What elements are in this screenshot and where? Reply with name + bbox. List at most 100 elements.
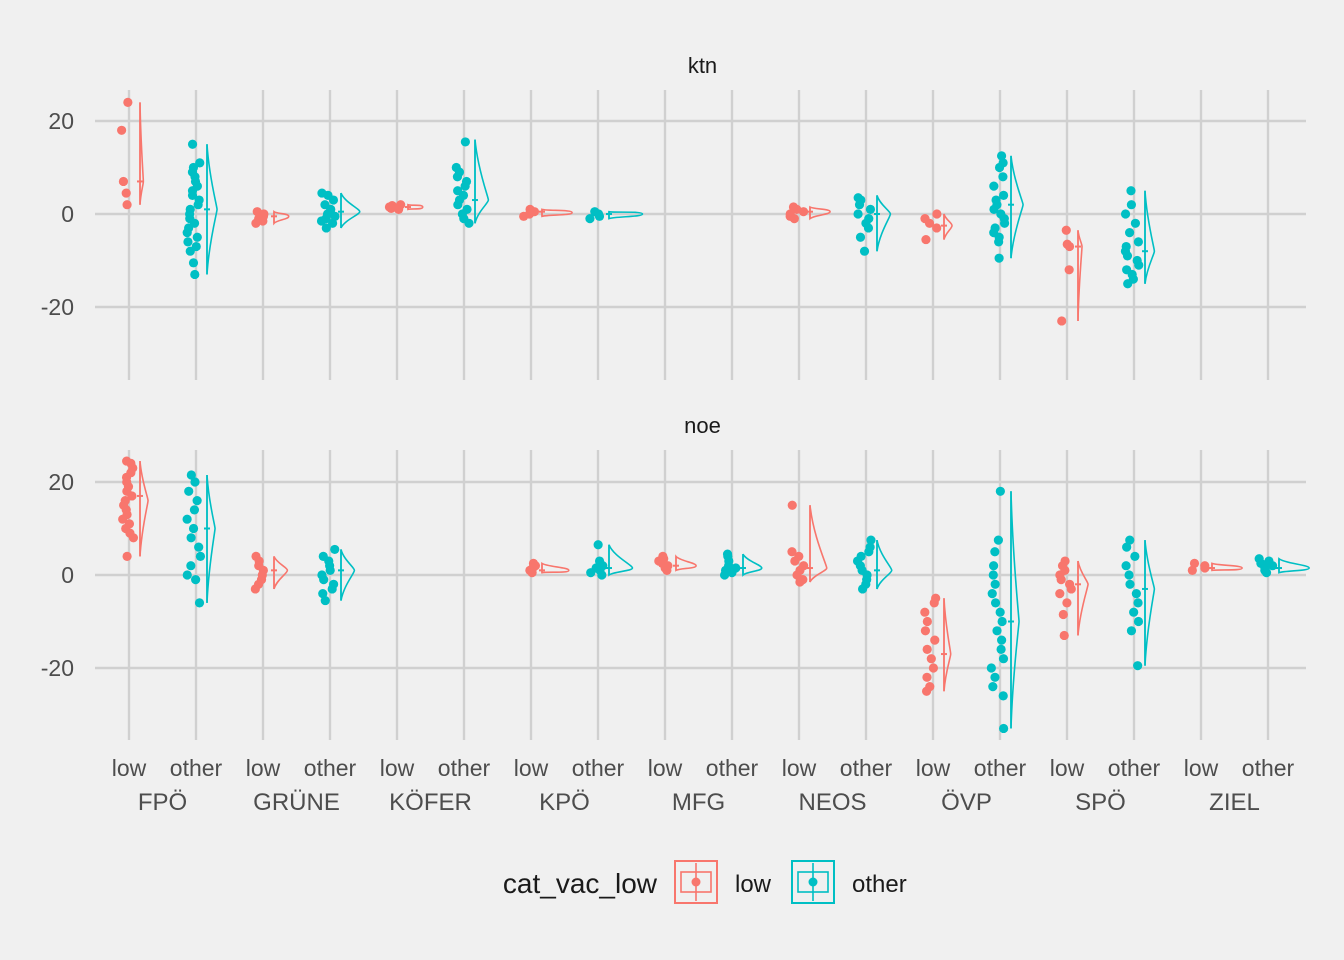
data-point — [320, 595, 330, 606]
facet-strip-title: ktn — [688, 53, 717, 78]
facet-panels: ktn 20 0 -20 noe 20 0 -20 — [41, 53, 1310, 740]
data-point — [258, 216, 268, 226]
data-point — [186, 533, 196, 543]
data-point — [1121, 561, 1131, 571]
data-point — [924, 218, 935, 228]
data-point — [986, 663, 996, 673]
data-point — [189, 505, 200, 515]
data-point — [998, 654, 1009, 664]
data-point — [795, 577, 805, 587]
data-point — [929, 598, 939, 608]
data-point — [519, 211, 529, 221]
series-FPÖ-other — [182, 470, 216, 608]
data-point — [597, 570, 607, 580]
data-point — [586, 568, 596, 578]
legend-title: cat_vac_low — [503, 868, 658, 899]
x-tick-label: other — [170, 755, 223, 781]
data-point — [864, 547, 874, 557]
density-half-violin — [273, 210, 290, 226]
data-point — [453, 200, 463, 210]
data-point — [184, 486, 194, 496]
data-point — [857, 584, 868, 594]
density-half-violin — [943, 213, 953, 240]
legend: cat_vac_low low other — [503, 860, 907, 904]
data-point — [1120, 209, 1131, 219]
data-point — [996, 644, 1006, 655]
data-point — [997, 616, 1007, 627]
legend-key-point — [808, 877, 818, 887]
data-point — [386, 203, 396, 214]
density-half-violin — [139, 102, 145, 205]
series-ÖVP-low — [920, 209, 953, 245]
data-point — [859, 246, 870, 256]
legend-key-box — [791, 860, 835, 904]
x-group-label: ÖVP — [941, 789, 992, 816]
series-GRÜNE-other — [317, 544, 356, 606]
data-point — [1059, 630, 1069, 641]
data-point — [994, 253, 1004, 263]
data-point — [930, 635, 940, 645]
density-half-violin — [1077, 230, 1083, 321]
data-point — [325, 565, 335, 575]
data-point — [1131, 589, 1141, 599]
data-point — [999, 218, 1010, 228]
density-half-violin — [608, 544, 634, 577]
data-point — [995, 486, 1005, 496]
data-point — [990, 547, 1000, 557]
data-point — [1126, 200, 1137, 210]
data-point — [1133, 661, 1143, 671]
data-point — [394, 204, 404, 214]
series-MFG-other — [719, 549, 763, 580]
series-FPÖ-low — [117, 97, 145, 210]
data-point — [920, 607, 930, 617]
y-tick-label: 20 — [48, 108, 74, 134]
data-point — [330, 544, 340, 555]
series-KPÖ-low — [525, 558, 570, 578]
data-point — [1056, 575, 1066, 585]
x-tick-label: low — [648, 755, 683, 781]
data-point — [316, 216, 327, 226]
series-GRÜNE-low — [250, 551, 289, 594]
data-point — [319, 575, 329, 585]
data-point — [928, 663, 939, 673]
x-tick-label: other — [1242, 755, 1295, 781]
data-point — [865, 204, 876, 214]
data-point — [1130, 218, 1141, 228]
data-point — [1125, 579, 1135, 589]
data-point — [996, 151, 1007, 161]
data-point — [990, 598, 1001, 608]
data-point — [1058, 609, 1068, 620]
series-KPÖ-low — [519, 204, 573, 221]
data-point — [866, 535, 876, 545]
y-tick-label: -20 — [41, 294, 74, 320]
density-half-violin — [541, 208, 573, 218]
data-point — [1133, 598, 1143, 608]
legend-key-inner-box — [680, 871, 712, 893]
x-tick-label: low — [514, 755, 549, 781]
data-point — [932, 223, 942, 233]
data-point — [593, 540, 603, 550]
series-MFG-low — [654, 551, 697, 575]
data-point — [1200, 563, 1210, 573]
density-half-violin — [1144, 190, 1156, 284]
data-point — [127, 491, 137, 501]
density-half-violin — [1077, 560, 1089, 636]
x-tick-label: other — [304, 755, 357, 781]
legend-label: other — [852, 871, 907, 898]
data-point — [922, 644, 932, 655]
data-point — [195, 158, 205, 168]
data-point — [321, 223, 331, 233]
series-ZIEL-other — [1254, 554, 1310, 578]
data-point — [1130, 551, 1140, 562]
data-point — [787, 547, 797, 557]
data-point — [1057, 316, 1067, 326]
density-half-violin — [340, 549, 356, 601]
data-point — [989, 204, 999, 214]
data-point — [992, 626, 1002, 636]
data-point — [182, 570, 192, 580]
legend-key-low — [674, 860, 718, 904]
density-half-violin — [206, 474, 216, 603]
series-NEOS-low — [787, 500, 828, 587]
data-point — [1189, 558, 1200, 568]
x-group-label: GRÜNE — [253, 789, 340, 816]
